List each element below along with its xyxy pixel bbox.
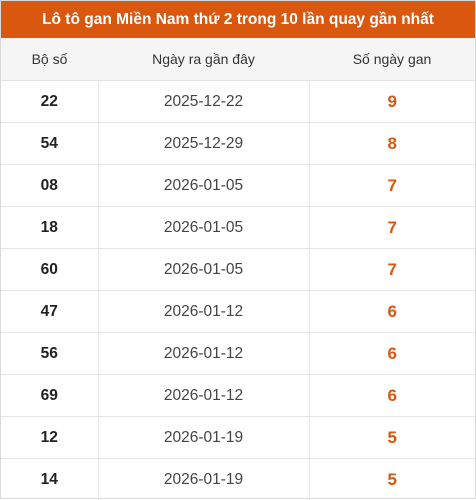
row-days: 6 — [309, 291, 475, 333]
row-days: 5 — [309, 417, 475, 459]
row-date: 2026-01-05 — [98, 249, 309, 291]
row-number: 08 — [1, 165, 98, 207]
row-days: 7 — [309, 207, 475, 249]
row-days: 6 — [309, 333, 475, 375]
row-date: 2026-01-12 — [98, 333, 309, 375]
row-date: 2026-01-19 — [98, 459, 309, 500]
row-date: 2026-01-05 — [98, 207, 309, 249]
row-number: 18 — [1, 207, 98, 249]
row-date: 2026-01-12 — [98, 291, 309, 333]
table-row: 22 2025-12-22 9 — [1, 81, 475, 123]
column-header-date: Ngày ra gần đây — [98, 38, 309, 81]
row-number: 69 — [1, 375, 98, 417]
column-header-row: Bộ số Ngày ra gần đây Số ngày gan — [1, 38, 475, 81]
row-date: 2025-12-29 — [98, 123, 309, 165]
row-date: 2026-01-19 — [98, 417, 309, 459]
table-row: 08 2026-01-05 7 — [1, 165, 475, 207]
table-row: 47 2026-01-12 6 — [1, 291, 475, 333]
row-days: 7 — [309, 165, 475, 207]
row-date: 2026-01-12 — [98, 375, 309, 417]
lo-gan-table: Bộ số Ngày ra gần đây Số ngày gan 22 202… — [1, 38, 475, 500]
row-days: 6 — [309, 375, 475, 417]
table-row: 69 2026-01-12 6 — [1, 375, 475, 417]
row-number: 14 — [1, 459, 98, 500]
table-row: 18 2026-01-05 7 — [1, 207, 475, 249]
table-row: 54 2025-12-29 8 — [1, 123, 475, 165]
column-header-days: Số ngày gan — [309, 38, 475, 81]
row-days: 8 — [309, 123, 475, 165]
row-date: 2026-01-05 — [98, 165, 309, 207]
row-number: 22 — [1, 81, 98, 123]
column-header-number: Bộ số — [1, 38, 98, 81]
table-title: Lô tô gan Miền Nam thứ 2 trong 10 lần qu… — [1, 1, 475, 38]
row-number: 47 — [1, 291, 98, 333]
table-row: 56 2026-01-12 6 — [1, 333, 475, 375]
row-number: 60 — [1, 249, 98, 291]
row-days: 9 — [309, 81, 475, 123]
table-row: 60 2026-01-05 7 — [1, 249, 475, 291]
row-number: 56 — [1, 333, 98, 375]
table-row: 12 2026-01-19 5 — [1, 417, 475, 459]
row-number: 12 — [1, 417, 98, 459]
table-row: 14 2026-01-19 5 — [1, 459, 475, 500]
row-date: 2025-12-22 — [98, 81, 309, 123]
row-days: 5 — [309, 459, 475, 500]
row-days: 7 — [309, 249, 475, 291]
row-number: 54 — [1, 123, 98, 165]
